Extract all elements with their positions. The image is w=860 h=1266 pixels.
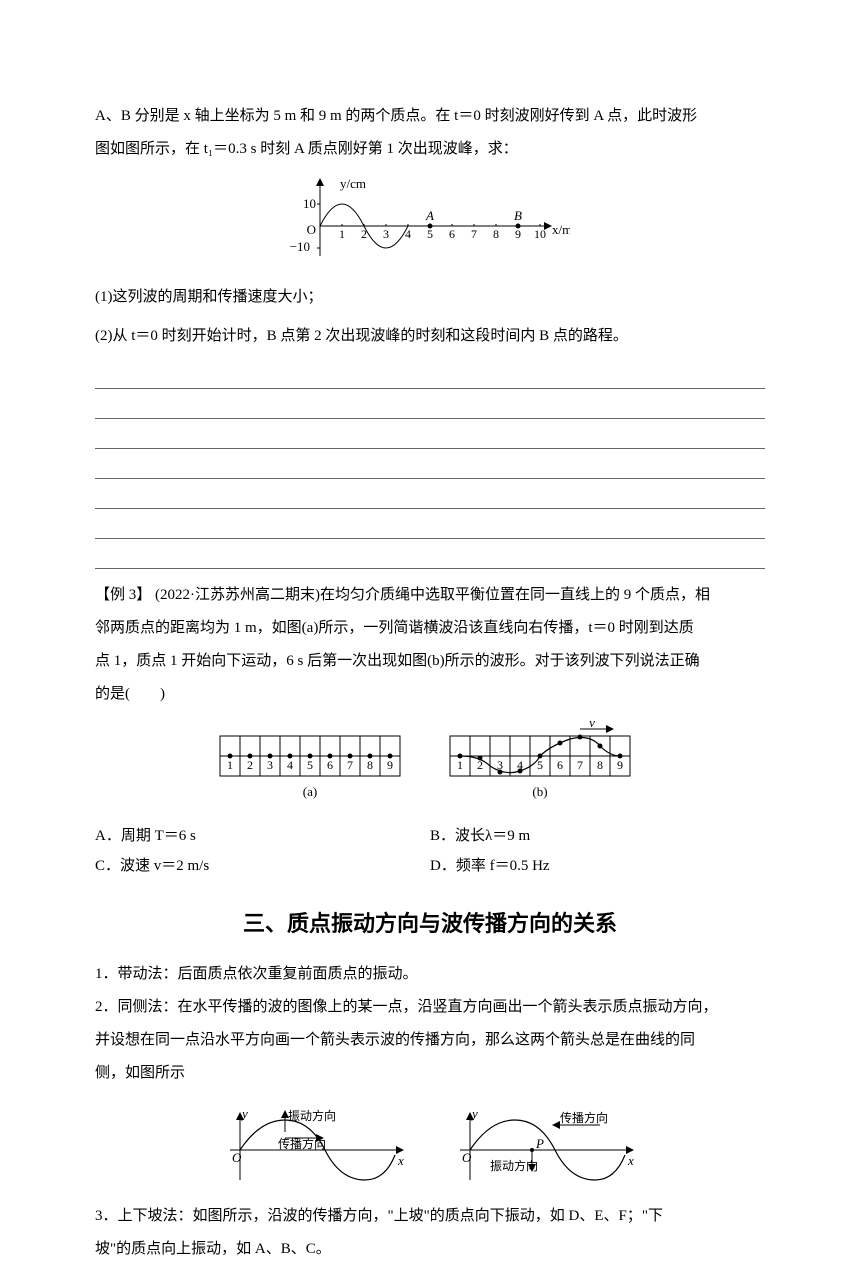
option-d: D．频率 f＝0.5 Hz <box>430 851 765 881</box>
svg-text:3: 3 <box>383 227 389 241</box>
svg-text:振动方向: 振动方向 <box>288 1108 336 1123</box>
svg-text:传播方向: 传播方向 <box>278 1136 326 1151</box>
svg-text:9: 9 <box>617 758 623 772</box>
svg-text:8: 8 <box>493 227 499 241</box>
answer-blank-lines <box>95 363 765 569</box>
section3-p2-l2: 并设想在同一点沿水平方向画一个箭头表示波的传播方向，那么这两个箭头总是在曲线的同 <box>95 1024 765 1057</box>
example3-line4: 的是( ) <box>95 678 765 711</box>
svg-text:y: y <box>240 1106 248 1121</box>
point-b-label: B <box>514 208 522 223</box>
svg-text:O: O <box>232 1150 242 1165</box>
svg-text:6: 6 <box>557 758 563 772</box>
section3-heading: 三、质点振动方向与波传播方向的关系 <box>95 909 765 940</box>
svg-text:9: 9 <box>387 758 393 772</box>
point-a-dot <box>428 224 433 229</box>
origin-label: O <box>307 222 316 237</box>
svg-text:5: 5 <box>537 758 543 772</box>
svg-text:4: 4 <box>287 758 293 772</box>
svg-text:3: 3 <box>497 758 503 772</box>
svg-text:1: 1 <box>227 758 233 772</box>
svg-text:7: 7 <box>347 758 353 772</box>
example3-line2: 邻两质点的距离均为 1 m，如图(a)所示，一列简谐横波沿该直线向右传播，t＝0… <box>95 612 765 645</box>
option-b: B．波长λ＝9 m <box>430 821 765 851</box>
svg-text:1: 1 <box>339 227 345 241</box>
svg-text:2: 2 <box>477 758 483 772</box>
example3-label: 【例 3】 <box>95 587 151 603</box>
svg-text:7: 7 <box>577 758 583 772</box>
svg-text:y: y <box>470 1106 478 1121</box>
svg-text:2: 2 <box>247 758 253 772</box>
problem1-line2: 图如图所示，在 t₁＝0.3 s 时刻 A 质点刚好第 1 次出现波峰，求： <box>95 133 765 166</box>
svg-text:x: x <box>397 1153 404 1168</box>
svg-text:振动方向: 振动方向 <box>490 1158 538 1173</box>
svg-text:x: x <box>627 1153 634 1168</box>
svg-text:1: 1 <box>457 758 463 772</box>
svg-text:4: 4 <box>405 227 411 241</box>
problem1-q2: (2)从 t＝0 时刻开始计时，B 点第 2 次出现波峰的时刻和这段时间内 B … <box>95 320 765 353</box>
svg-text:10: 10 <box>534 227 546 241</box>
example3-line3: 点 1，质点 1 开始向下运动，6 s 后第一次出现如图(b)所示的波形。对于该… <box>95 645 765 678</box>
v-label: v <box>589 721 595 730</box>
section3-diagram: 振动方向 传播方向 y x O 传播方向 振动方向 <box>95 1100 765 1190</box>
option-c: C．波速 v＝2 m/s <box>95 851 430 881</box>
y-tick-min: −10 <box>290 239 310 254</box>
section3-p3-l2: 坡"的质点向上振动，如 A、B、C。 <box>95 1233 765 1266</box>
y-axis-label: y/cm <box>340 176 366 191</box>
point-b-dot <box>516 224 521 229</box>
problem1-q1: (1)这列波的周期和传播速度大小； <box>95 281 765 314</box>
svg-text:8: 8 <box>597 758 603 772</box>
section3-p1: 1．带动法：后面质点依次重复前面质点的振动。 <box>95 958 765 991</box>
point-a-label: A <box>425 208 434 223</box>
svg-text:5: 5 <box>427 227 433 241</box>
svg-text:7: 7 <box>471 227 477 241</box>
example3-text1: 在均匀介质绳中选取平衡位置在同一直线上的 9 个质点，相 <box>320 587 710 603</box>
section3-p2-l1: 2．同侧法：在水平传播的波的图像上的某一点，沿竖直方向画出一个箭头表示质点振动方… <box>95 991 765 1024</box>
example3-diagram: 123 456 789 (a) 123 <box>95 721 765 811</box>
svg-text:O: O <box>462 1150 472 1165</box>
section3-p3-l1: 3．上下坡法：如图所示，沿波的传播方向，"上坡"的质点向下振动，如 D、E、F；… <box>95 1200 765 1233</box>
svg-text:5: 5 <box>307 758 313 772</box>
example3-line1: 【例 3】 (2022·江苏苏州高二期末)在均匀介质绳中选取平衡位置在同一直线上… <box>95 579 765 612</box>
problem1-line1: A、B 分别是 x 轴上坐标为 5 m 和 9 m 的两个质点。在 t＝0 时刻… <box>95 100 765 133</box>
option-a: A．周期 T＝6 s <box>95 821 430 851</box>
example3-source: (2022·江苏苏州高二期末) <box>155 587 320 603</box>
svg-text:9: 9 <box>515 227 521 241</box>
svg-text:3: 3 <box>267 758 273 772</box>
x-axis-label: x/m <box>552 222 570 237</box>
example3-options: A．周期 T＝6 s B．波长λ＝9 m C．波速 v＝2 m/s D．频率 f… <box>95 821 765 881</box>
caption-a: (a) <box>303 784 317 799</box>
svg-text:6: 6 <box>327 758 333 772</box>
p-label: P <box>535 1136 544 1151</box>
svg-text:8: 8 <box>367 758 373 772</box>
svg-text:2: 2 <box>361 227 367 241</box>
svg-text:传播方向: 传播方向 <box>560 1110 608 1125</box>
y-tick-max: 10 <box>303 196 316 211</box>
svg-text:4: 4 <box>517 758 523 772</box>
problem1-chart: y/cm x/m O 10 −10 <box>95 176 765 271</box>
svg-text:6: 6 <box>449 227 455 241</box>
section3-p2-l3: 侧，如图所示 <box>95 1057 765 1090</box>
caption-b: (b) <box>532 784 547 799</box>
